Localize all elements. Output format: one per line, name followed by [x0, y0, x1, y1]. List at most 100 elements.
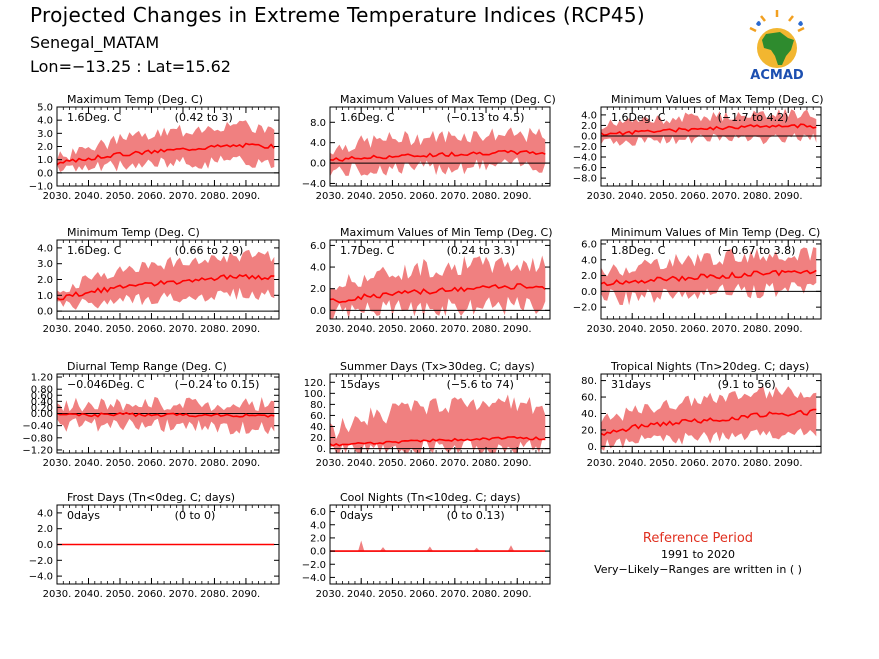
mean-change-label: 1.6Deg. C	[67, 111, 122, 124]
y-tick-label: −2.0	[573, 303, 597, 314]
x-tick-label: 2030.	[316, 191, 345, 202]
range-label: (0.42 to 3)	[175, 111, 233, 124]
x-tick-label: 2060.	[409, 324, 438, 335]
x-tick-label: 2090.	[774, 191, 803, 202]
mean-change-label: 15days	[340, 378, 380, 391]
y-tick-label: 120.	[304, 378, 326, 389]
y-tick-label: −0.80	[22, 433, 53, 444]
y-tick-label: 8.0	[310, 118, 326, 129]
y-tick-label: 0.60	[31, 391, 53, 402]
x-tick-label: 2080.	[472, 324, 501, 335]
x-tick-label: 2050.	[378, 191, 407, 202]
y-tick-label: 40.	[581, 409, 597, 420]
y-tick-label: 4.0	[310, 520, 326, 531]
chart-panel: 2030. 2040. 2050. 2060. 2070. 2080. 2090. −4.0 −…	[29, 491, 280, 600]
mean-line	[600, 269, 817, 287]
reference-period-title: Reference Period	[642, 531, 754, 546]
x-tick-label: 2050.	[106, 458, 135, 469]
y-tick-label: 0.0	[581, 287, 597, 298]
range-label: (9.1 to 56)	[718, 378, 776, 391]
x-tick-label: 2050.	[378, 458, 407, 469]
mean-line	[600, 123, 817, 137]
x-tick-label: 2070.	[169, 191, 198, 202]
mean-change-label: 0days	[67, 509, 100, 522]
y-tick-label: 5.0	[37, 103, 53, 114]
x-tick-label: 2060.	[680, 458, 709, 469]
x-tick-label: 2070.	[712, 191, 741, 202]
x-tick-label: 2050.	[106, 324, 135, 335]
range-label: (−1.7 to 4.2)	[718, 111, 789, 124]
y-tick-label: 4.0	[581, 110, 597, 121]
x-tick-label: 2080.	[743, 458, 772, 469]
x-tick-label: 2030.	[587, 191, 616, 202]
x-tick-label: 2090.	[232, 191, 261, 202]
x-tick-label: 2080.	[472, 458, 501, 469]
y-tick-label: −4.0	[573, 153, 597, 164]
mean-change-label: 1.8Deg. C	[611, 244, 666, 257]
y-tick-label: −1.0	[29, 182, 53, 193]
range-band	[57, 396, 275, 435]
x-tick-label: 2080.	[743, 191, 772, 202]
x-tick-label: 2060.	[137, 191, 166, 202]
y-tick-label: −6.0	[573, 163, 597, 174]
range-band	[330, 394, 546, 453]
y-tick-label: 80.	[581, 376, 597, 387]
x-tick-label: 2050.	[378, 324, 407, 335]
x-tick-label: 2070.	[169, 458, 198, 469]
x-tick-label: 2060.	[409, 589, 438, 600]
y-tick-label: 2.0	[37, 524, 53, 535]
y-tick-label: −0.40	[22, 421, 53, 432]
y-tick-label: 6.0	[581, 239, 597, 250]
x-tick-label: 2030.	[316, 589, 345, 600]
mean-line	[56, 273, 275, 301]
y-tick-label: 6.0	[310, 507, 326, 518]
range-label: (−5.6 to 74)	[447, 378, 514, 391]
location-coords: Lon=−13.25 : Lat=15.62	[30, 57, 231, 76]
y-tick-label: 4.0	[37, 116, 53, 127]
y-tick-label: 0.0	[581, 131, 597, 142]
y-tick-label: 2.0	[581, 121, 597, 132]
chart-panel: 2030. 2040. 2050. 2060. 2070. 2080. 2090. −4.0 −…	[302, 491, 551, 600]
x-tick-label: 2070.	[712, 458, 741, 469]
x-tick-label: 2040.	[74, 191, 103, 202]
y-tick-label: 3.0	[37, 129, 53, 140]
x-tick-label: 2050.	[106, 589, 135, 600]
range-label: (0 to 0)	[175, 509, 216, 522]
y-tick-label: 0.0	[37, 307, 53, 318]
panel-title: Cool Nights (Tn<10deg. C; days)	[340, 491, 521, 504]
range-label: (0.66 to 2.9)	[175, 244, 244, 257]
y-tick-label: 2.0	[581, 271, 597, 282]
chart-panel: 2030. 2040. 2050. 2060. 2070. 2080. 2090. −1.0 0…	[29, 93, 280, 202]
x-tick-label: 2030.	[587, 324, 616, 335]
range-label: (0 to 0.13)	[447, 509, 505, 522]
y-tick-label: 60.	[581, 393, 597, 404]
y-tick-label: −4.0	[29, 572, 53, 583]
x-tick-label: 2040.	[347, 589, 376, 600]
x-tick-label: 2040.	[347, 191, 376, 202]
mean-change-label: 0days	[340, 509, 373, 522]
mean-change-label: 1.6Deg. C	[340, 111, 395, 124]
y-tick-label: 0.20	[31, 403, 53, 414]
panel-title: Maximum Temp (Deg. C)	[67, 93, 203, 106]
x-tick-label: 2060.	[409, 191, 438, 202]
x-tick-label: 2040.	[74, 458, 103, 469]
x-tick-label: 2060.	[409, 458, 438, 469]
panel-title: Diurnal Temp Range (Deg. C)	[67, 360, 227, 373]
mean-change-label: 1.7Deg. C	[340, 244, 395, 257]
panel-title: Tropical Nights (Tn>20deg. C; days)	[610, 360, 809, 373]
x-tick-label: 2040.	[347, 324, 376, 335]
y-tick-label: 4.0	[37, 243, 53, 254]
reference-period-years: 1991 to 2020	[660, 548, 736, 561]
chart-panel: 2030. 2040. 2050. 2060. 2070. 2080. 2090. −1.20…	[22, 360, 280, 469]
chart-panel: 2030. 2040. 2050. 2060. 2070. 2080. 2090.−8.0−…	[573, 93, 824, 202]
x-tick-label: 2040.	[74, 589, 103, 600]
reference-period-note: Very−Likely−Ranges are written in ( )	[594, 563, 802, 576]
mean-change-label: 1.6Deg. C	[67, 244, 122, 257]
range-band	[57, 249, 275, 310]
chart-panel: 2030. 2040. 2050. 2060. 2070. 2080. 2090. 0.0 2.…	[310, 226, 552, 335]
x-tick-label: 2060.	[137, 458, 166, 469]
y-tick-label: 2.0	[310, 533, 326, 544]
y-tick-label: 6.0	[310, 241, 326, 252]
y-tick-label: 0.0	[310, 159, 326, 170]
africa-map-icon: ACMAD	[749, 10, 805, 83]
